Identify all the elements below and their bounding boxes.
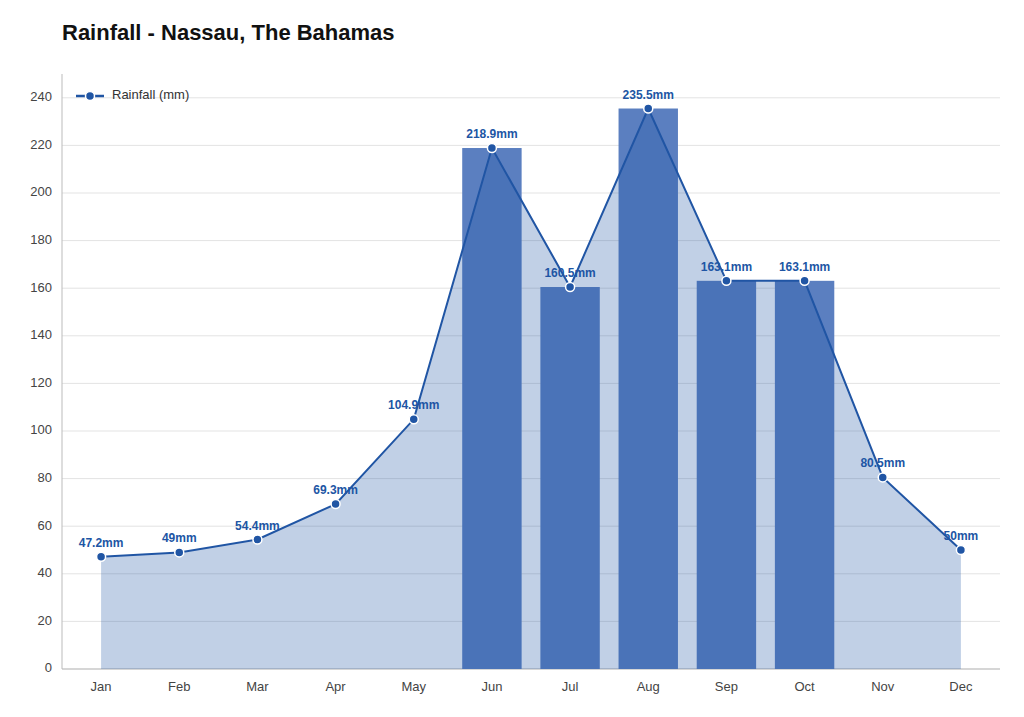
x-tick-label: Jul <box>562 679 579 694</box>
legend-label: Rainfall (mm) <box>112 87 189 102</box>
data-label: 235.5mm <box>623 88 674 102</box>
data-label: 160.5mm <box>544 266 595 280</box>
chart: 0 20 40 60 80 100 120 140 160 180 200 220 240 Jan Feb M… <box>0 0 1024 717</box>
y-tick-label: 80 <box>38 470 52 485</box>
y-tick-label: 60 <box>38 518 52 533</box>
point <box>253 535 262 544</box>
point <box>878 473 887 482</box>
grid-line <box>62 145 1000 146</box>
y-tick-label: 0 <box>45 660 52 675</box>
data-label: 69.3mm <box>313 483 358 497</box>
title: Rainfall - Nassau, The Bahamas <box>62 20 395 45</box>
x-tick-label: Oct <box>794 679 815 694</box>
y-tick-label: 140 <box>30 327 52 342</box>
y-tick-label: 20 <box>38 613 52 628</box>
x-tick-label: Jan <box>91 679 112 694</box>
point <box>97 552 106 561</box>
data-label: 47.2mm <box>79 536 124 550</box>
y-tick-label: 200 <box>30 184 52 199</box>
data-label: 163.1mm <box>779 260 830 274</box>
point <box>566 283 575 292</box>
x-tick-label: Nov <box>871 679 895 694</box>
grid <box>62 98 1000 669</box>
line <box>101 109 961 557</box>
data-label: 50mm <box>944 529 979 543</box>
y-tick-label: 40 <box>38 565 52 580</box>
legend: Rainfall (mm) <box>76 87 189 102</box>
point <box>644 104 653 113</box>
point <box>175 548 184 557</box>
x-tick-label: Dec <box>949 679 973 694</box>
point <box>722 276 731 285</box>
y-tick-label: 160 <box>30 280 52 295</box>
data-label: 49mm <box>162 531 197 545</box>
data-labels: 47.2mm 49mm 54.4mm 69.3mm 104.9mm 218.9mm 160.… <box>79 88 979 550</box>
data-label: 163.1mm <box>701 260 752 274</box>
x-tick-label: Jun <box>481 679 502 694</box>
data-label: 80.5mm <box>860 456 905 470</box>
y-tick-label: 180 <box>30 232 52 247</box>
x-tick-label: Mar <box>246 679 269 694</box>
point <box>956 546 965 555</box>
data-label: 54.4mm <box>235 519 280 533</box>
x-tick-label: Apr <box>325 679 346 694</box>
x-tick-label: Sep <box>715 679 738 694</box>
y-tick-label: 240 <box>30 89 52 104</box>
area <box>101 109 961 669</box>
point <box>409 415 418 424</box>
grid-line <box>62 97 1000 98</box>
y-axis-line <box>62 74 63 669</box>
legend-marker <box>86 92 95 101</box>
y-tick-label: 220 <box>30 137 52 152</box>
point <box>487 144 496 153</box>
y-tick-label: 120 <box>30 375 52 390</box>
point <box>331 500 340 509</box>
point <box>800 276 809 285</box>
plot-area <box>97 104 966 669</box>
x-tick-label: Aug <box>637 679 660 694</box>
x-tick-label: Feb <box>168 679 190 694</box>
data-label: 104.9mm <box>388 398 439 412</box>
data-label: 218.9mm <box>466 127 517 141</box>
grid-line <box>62 193 1000 194</box>
y-tick-label: 100 <box>30 422 52 437</box>
x-tick-label: May <box>401 679 426 694</box>
